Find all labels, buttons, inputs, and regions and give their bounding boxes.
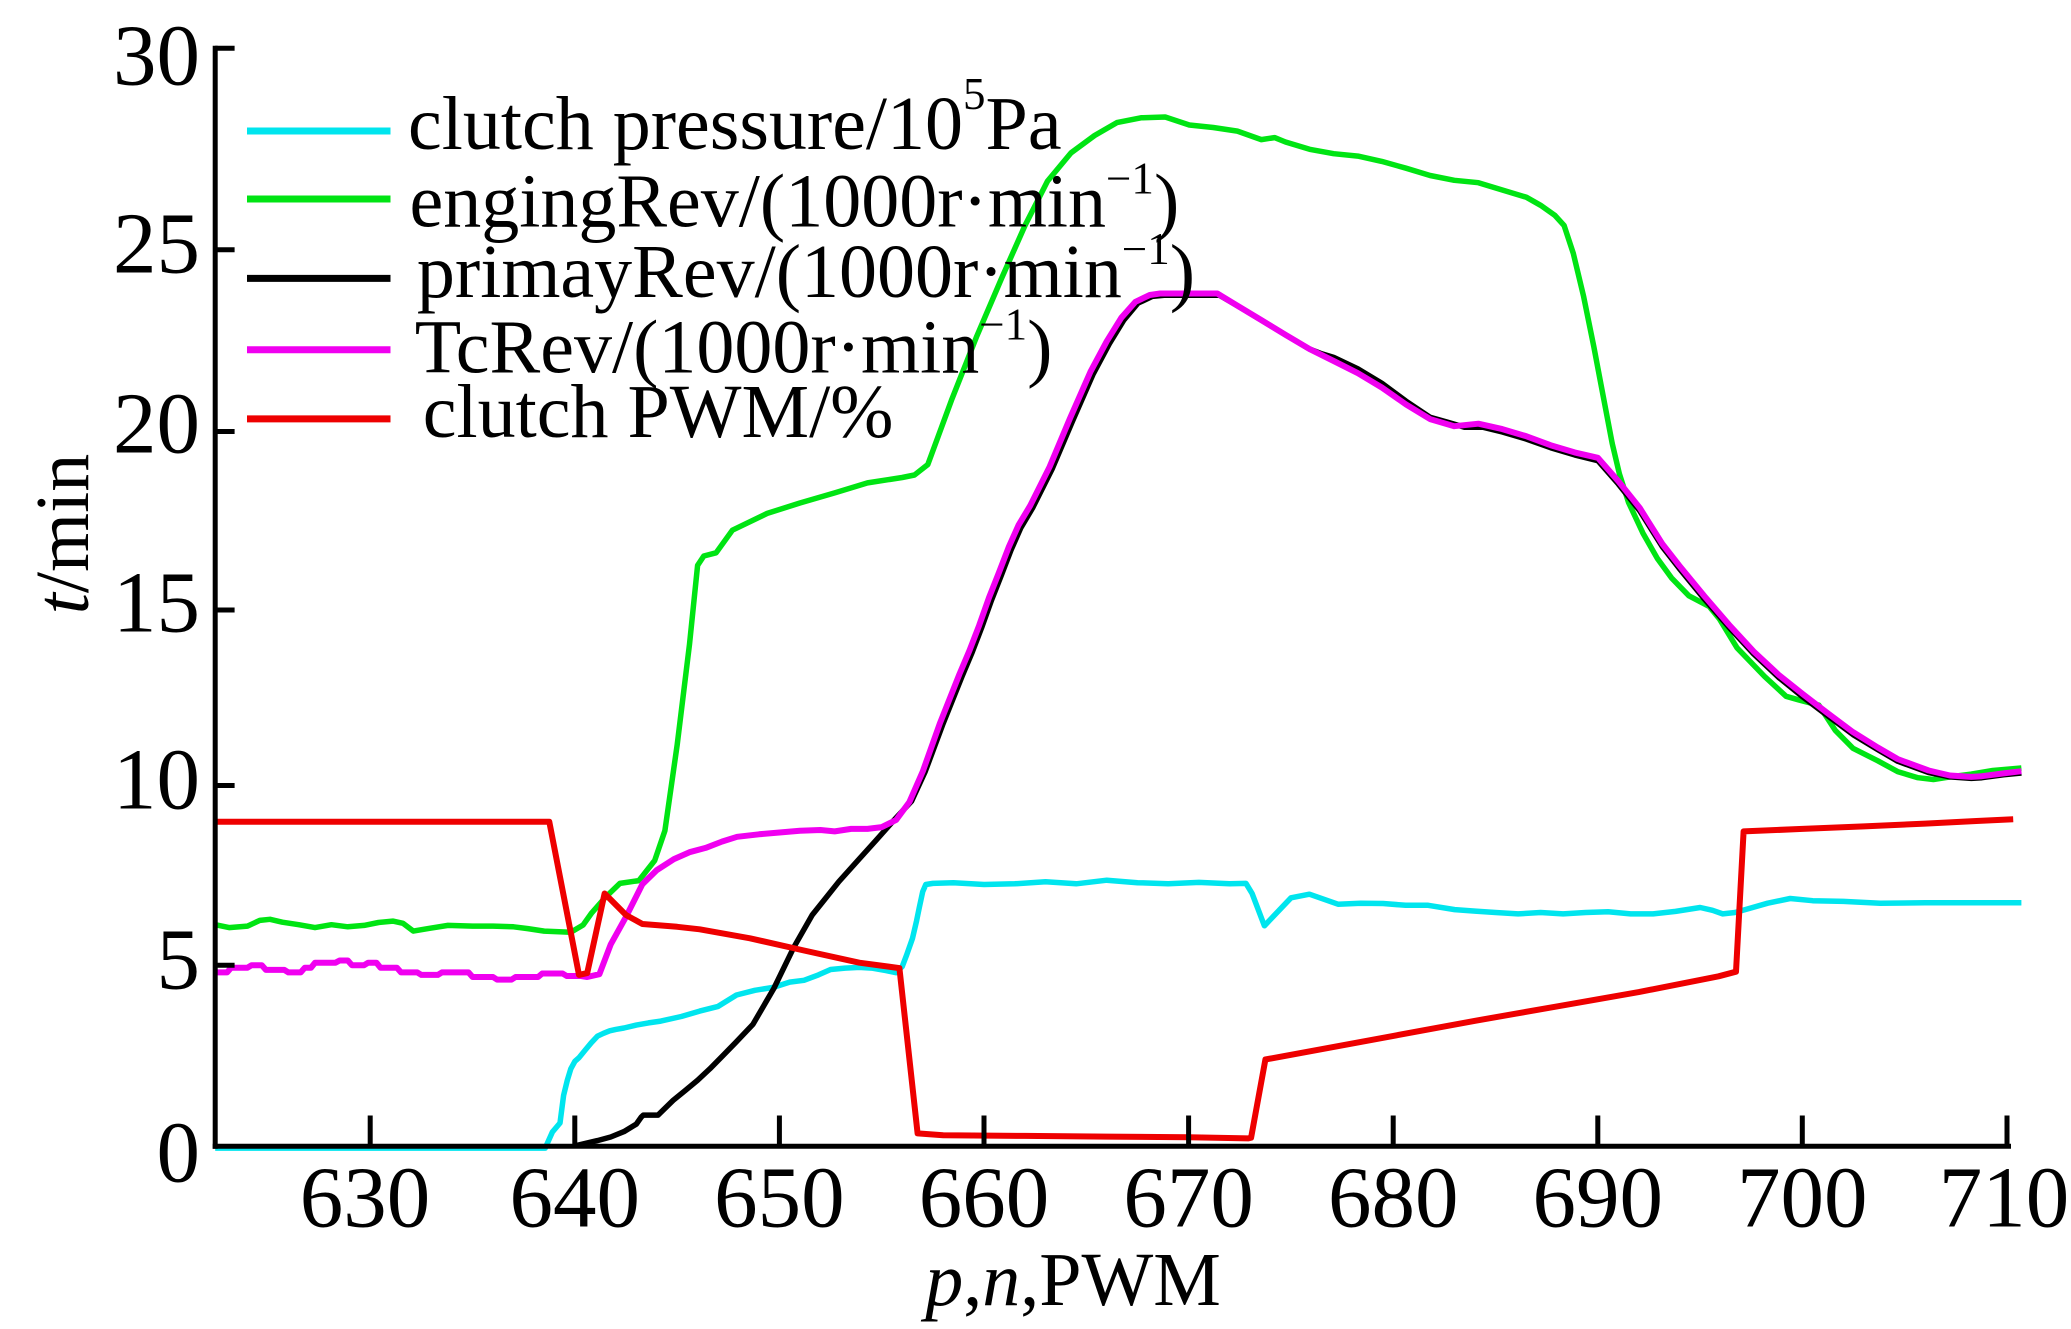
svg-text:30: 30 — [113, 7, 200, 104]
svg-text:20: 20 — [113, 375, 200, 472]
svg-text:10: 10 — [113, 731, 200, 828]
svg-text:primayRev/(1000r·min−1): primayRev/(1000r·min−1) — [417, 224, 1195, 314]
svg-text:670: 670 — [1123, 1148, 1254, 1245]
svg-text:630: 630 — [300, 1148, 431, 1245]
svg-text:TcRev/(1000r·min−1): TcRev/(1000r·min−1) — [415, 299, 1053, 389]
svg-text:p,n,PWM: p,n,PWM — [920, 1238, 1221, 1322]
svg-text:clutch pressure/105Pa: clutch pressure/105Pa — [408, 69, 1062, 166]
svg-text:25: 25 — [113, 195, 200, 292]
svg-text:15: 15 — [113, 554, 200, 651]
svg-text:clutch PWM/%: clutch PWM/% — [423, 370, 894, 454]
svg-text:700: 700 — [1737, 1148, 1868, 1245]
svg-text:650: 650 — [714, 1148, 845, 1245]
svg-text:660: 660 — [919, 1148, 1050, 1245]
svg-text:t/min: t/min — [21, 454, 105, 614]
svg-text:680: 680 — [1328, 1148, 1459, 1245]
svg-text:5: 5 — [157, 911, 201, 1008]
svg-text:0: 0 — [157, 1104, 201, 1201]
svg-text:640: 640 — [510, 1148, 641, 1245]
svg-text:engingRev/(1000r·min−1): engingRev/(1000r·min−1) — [410, 154, 1180, 244]
svg-text:690: 690 — [1533, 1148, 1664, 1245]
svg-text:710: 710 — [1939, 1148, 2070, 1245]
